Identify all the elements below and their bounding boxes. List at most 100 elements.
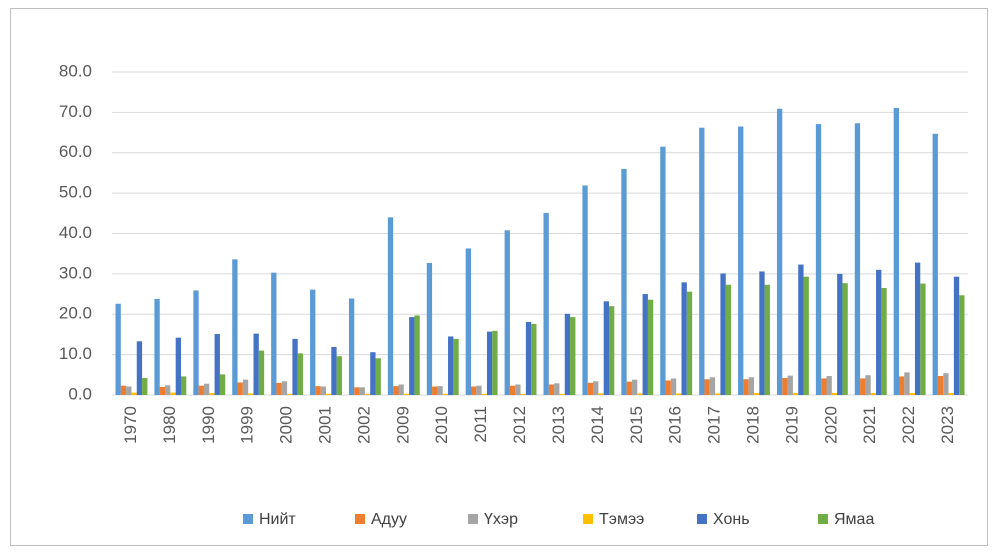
bar	[587, 382, 594, 395]
bar	[870, 392, 877, 395]
bar	[354, 387, 360, 395]
x-tick-label: 2019	[782, 406, 801, 444]
bar	[637, 393, 643, 395]
x-tick-label: 2020	[821, 406, 840, 444]
bar	[743, 379, 749, 395]
bar	[509, 385, 516, 395]
bar	[860, 378, 866, 395]
bar	[598, 393, 604, 395]
bar	[481, 393, 487, 395]
bar	[548, 384, 555, 395]
bar	[881, 288, 887, 395]
bar	[959, 295, 965, 395]
bar	[704, 379, 710, 395]
bar	[798, 264, 804, 395]
bar	[626, 381, 632, 395]
bar	[815, 124, 822, 396]
bar	[631, 379, 638, 395]
legend-label: Ямаа	[834, 511, 874, 528]
bar	[904, 372, 910, 395]
x-tick-label: 2023	[938, 406, 957, 444]
bar	[414, 315, 420, 395]
bar	[437, 386, 443, 395]
bar	[582, 185, 588, 395]
x-tick-label: 2000	[277, 406, 296, 444]
bar	[331, 346, 337, 395]
bar	[748, 377, 754, 395]
bar	[326, 393, 332, 395]
bar	[821, 378, 827, 395]
bar	[642, 294, 648, 395]
bar	[953, 276, 960, 395]
bar	[403, 393, 410, 395]
bar	[720, 273, 726, 395]
bar	[242, 379, 249, 395]
bar	[364, 393, 371, 395]
x-tick-label: 2015	[627, 406, 646, 444]
x-tick-label: 1980	[160, 406, 179, 444]
legend-label: Үхэр	[484, 511, 518, 528]
legend-label: Нийт	[259, 511, 296, 528]
bar	[681, 282, 687, 395]
bar	[531, 323, 537, 395]
bar	[248, 393, 254, 395]
bar	[297, 353, 304, 395]
bar	[492, 330, 498, 395]
bar	[792, 392, 799, 395]
bar	[426, 262, 433, 395]
bar	[315, 386, 321, 395]
bar	[465, 248, 472, 395]
bar	[336, 356, 342, 395]
bar	[899, 376, 905, 395]
bar	[165, 385, 171, 395]
bar	[198, 385, 204, 395]
bar	[387, 217, 394, 395]
chart-frame	[10, 8, 988, 546]
bar	[854, 123, 861, 396]
bar	[281, 381, 288, 395]
bar	[310, 289, 316, 395]
x-tick-label: 1990	[199, 406, 218, 444]
legend-swatch	[818, 514, 828, 524]
x-tick-label: 2017	[705, 406, 724, 444]
bar	[738, 126, 744, 395]
x-tick-label: 2018	[743, 406, 762, 444]
bar	[593, 381, 599, 395]
bar	[647, 299, 654, 395]
bar	[787, 375, 793, 395]
bar	[676, 393, 682, 395]
bar	[564, 313, 571, 395]
bar	[754, 392, 760, 395]
bar	[515, 384, 521, 395]
bar	[559, 393, 565, 395]
bar	[914, 262, 921, 395]
x-tick-label: 2001	[315, 406, 334, 444]
legend-swatch	[697, 514, 707, 524]
bar	[504, 230, 510, 395]
bar	[253, 333, 259, 395]
bar	[525, 321, 532, 395]
bar	[180, 376, 187, 395]
bar	[782, 378, 788, 395]
bar	[453, 338, 459, 395]
bar	[842, 283, 848, 395]
bar	[948, 392, 954, 395]
bar	[709, 377, 716, 395]
bar	[142, 378, 148, 395]
bar	[909, 392, 915, 395]
y-tick-label: 70.0	[59, 102, 92, 121]
bar	[271, 272, 277, 395]
bar	[126, 386, 132, 395]
bar	[554, 383, 560, 395]
legend-label: Тэмээ	[599, 511, 644, 528]
legend-label: Хонь	[713, 511, 750, 528]
y-tick-label: 60.0	[59, 142, 92, 161]
bar	[826, 376, 832, 395]
y-tick-label: 20.0	[59, 304, 92, 323]
bar	[520, 393, 526, 395]
y-tick-label: 0.0	[68, 384, 92, 403]
bar	[432, 386, 438, 395]
bar	[320, 386, 326, 395]
bar	[359, 387, 365, 395]
bar	[686, 291, 693, 395]
